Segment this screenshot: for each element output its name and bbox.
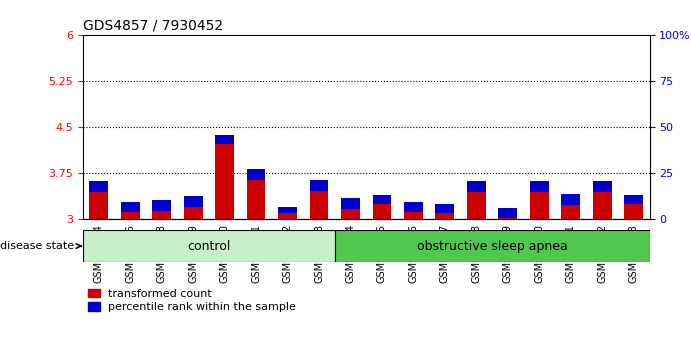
Text: disease state: disease state	[0, 241, 81, 251]
Bar	[215, 135, 234, 219]
Bar	[152, 200, 171, 219]
Bar	[184, 196, 202, 219]
Bar	[372, 195, 391, 204]
Bar	[152, 200, 171, 211]
Bar	[593, 182, 612, 219]
Bar	[372, 195, 391, 219]
Bar	[498, 209, 518, 219]
Bar	[435, 204, 455, 219]
Text: GDS4857 / 7930452: GDS4857 / 7930452	[83, 19, 223, 33]
Bar	[435, 204, 455, 213]
Bar	[247, 169, 265, 180]
Bar	[530, 182, 549, 219]
Bar	[83, 230, 334, 262]
Bar	[121, 202, 140, 219]
Bar	[467, 182, 486, 219]
Bar	[215, 135, 234, 144]
Bar	[341, 198, 360, 209]
Text: obstructive sleep apnea: obstructive sleep apnea	[417, 240, 567, 252]
Bar	[89, 182, 108, 219]
Bar	[278, 207, 297, 213]
Bar	[89, 182, 108, 193]
Bar	[247, 169, 265, 219]
Bar	[184, 196, 202, 207]
Bar	[404, 202, 423, 219]
Bar	[467, 182, 486, 193]
Bar	[561, 194, 580, 219]
Bar	[404, 202, 423, 211]
Bar	[498, 209, 518, 218]
Bar	[278, 207, 297, 219]
Bar	[593, 182, 612, 193]
Legend: transformed count, percentile rank within the sample: transformed count, percentile rank withi…	[88, 289, 296, 312]
Bar	[625, 195, 643, 219]
Bar	[530, 182, 549, 193]
Bar	[334, 230, 650, 262]
Bar	[310, 179, 328, 219]
Bar	[341, 198, 360, 219]
Bar	[561, 194, 580, 205]
Bar	[625, 195, 643, 204]
Bar	[310, 179, 328, 191]
Bar	[121, 202, 140, 211]
Text: control: control	[187, 240, 231, 252]
